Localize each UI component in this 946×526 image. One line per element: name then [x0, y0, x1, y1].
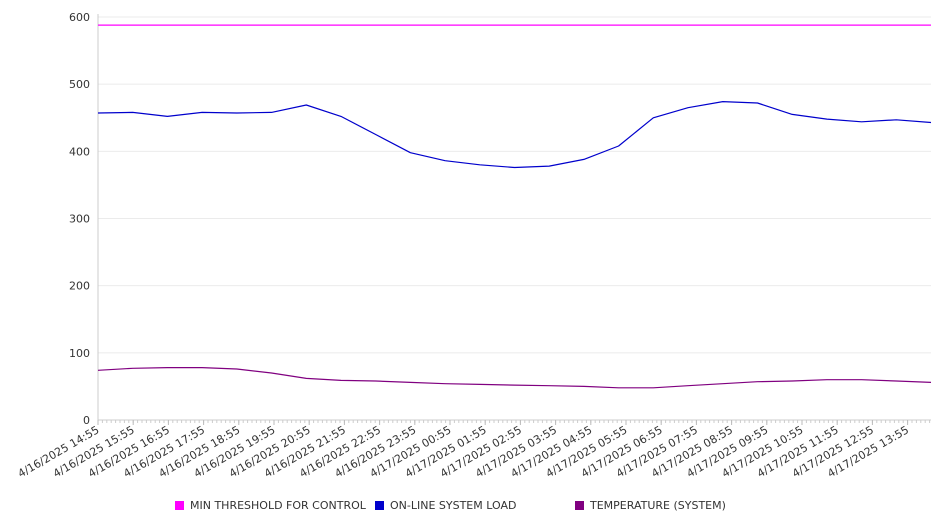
series-line [97, 100, 932, 169]
legend-swatch [375, 501, 384, 510]
x-tick-labels: 4/16/2025 14:554/16/2025 15:554/16/2025 … [16, 423, 911, 480]
y-tick-label: 500 [69, 78, 90, 91]
y-tick-label: 100 [69, 347, 90, 360]
y-tick-label: 300 [69, 213, 90, 226]
legend-swatch [175, 501, 184, 510]
y-tick-label: 600 [69, 11, 90, 24]
legend-label: ON-LINE SYSTEM LOAD [390, 499, 516, 512]
series-layer [97, 24, 932, 389]
axis-layer [97, 14, 931, 425]
legend: MIN THRESHOLD FOR CONTROL ON-LINE SYSTEM … [175, 499, 726, 512]
legend-label: TEMPERATURE (SYSTEM) [589, 499, 726, 512]
y-tick-labels: 0 100 200 300 400 500 600 [69, 11, 90, 427]
y-tick-label: 0 [83, 414, 90, 427]
grid-layer [98, 16, 931, 354]
series-line [97, 367, 932, 389]
y-tick-label: 400 [69, 145, 90, 158]
legend-label: MIN THRESHOLD FOR CONTROL [190, 499, 367, 512]
y-tick-label: 200 [69, 280, 90, 293]
legend-swatch [575, 501, 584, 510]
